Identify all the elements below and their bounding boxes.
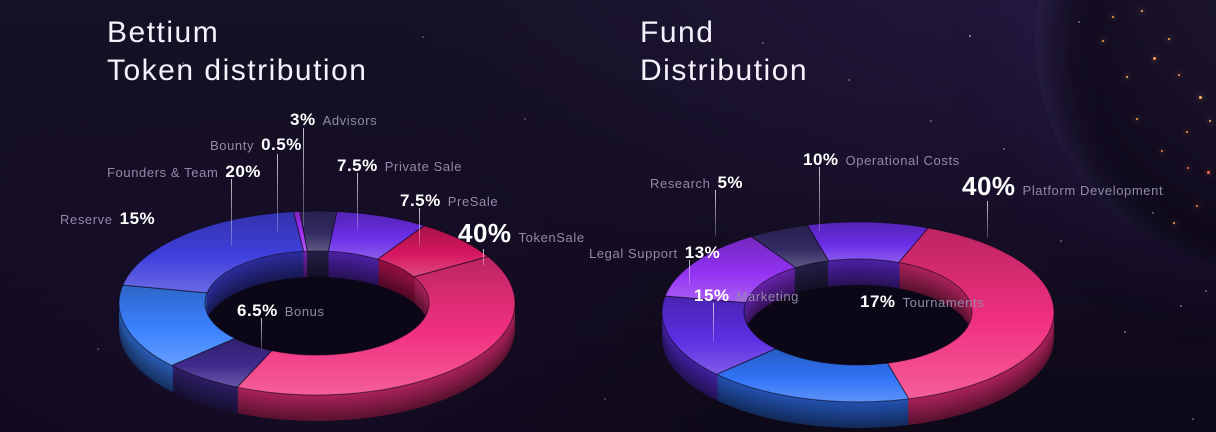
- city-light: [1178, 74, 1180, 76]
- city-light: [1209, 120, 1211, 122]
- slice-percent: 6.5%: [237, 301, 278, 320]
- slice-percent: 10%: [803, 150, 839, 169]
- slice-name: Private Sale: [384, 159, 463, 174]
- slice-founders-team: [122, 211, 305, 294]
- slice-percent: 15%: [694, 286, 730, 305]
- leader-line-advisors: [303, 128, 304, 226]
- slice-percent: 20%: [225, 162, 261, 181]
- city-light: [1207, 171, 1210, 174]
- slice-name: Bounty: [210, 138, 255, 153]
- slice-name: Platform Development: [1022, 183, 1164, 198]
- star: [930, 120, 932, 122]
- slice-name: Research: [650, 176, 711, 191]
- fund-distribution-title: Fund Distribution: [640, 14, 808, 90]
- city-light: [1196, 205, 1198, 207]
- slice-tokensale: [236, 256, 516, 396]
- label-research: Research 5%: [650, 173, 743, 193]
- slice-percent: 7.5%: [400, 191, 441, 210]
- slice-research: [750, 224, 830, 269]
- slice-name: Operational Costs: [845, 153, 960, 168]
- title-line-1: Bettium: [107, 16, 220, 49]
- label-platform-development: 40% Platform Development: [962, 171, 1163, 202]
- label-private-sale: 7.5% Private Sale: [337, 156, 462, 176]
- star: [1124, 331, 1126, 333]
- label-founders-team: Founders & Team 20%: [107, 162, 261, 182]
- slice-name: Bonus: [284, 304, 325, 319]
- label-legal-support: Legal Support 13%: [589, 243, 720, 263]
- label-marketing: 15% Marketing: [694, 286, 799, 306]
- label-tournaments: 17% Tournaments: [860, 292, 984, 312]
- slice-percent: 7.5%: [337, 156, 378, 175]
- leader-line-legal-support: [689, 260, 690, 284]
- slice-name: Tournaments: [902, 295, 985, 310]
- slice-percent: 17%: [860, 292, 896, 311]
- star: [848, 79, 850, 81]
- leader-line-marketing: [713, 303, 714, 342]
- slice-name: Legal Support: [589, 246, 678, 261]
- slice-percent: 5%: [717, 173, 744, 192]
- label-advisors: 3% Advisors: [290, 110, 377, 130]
- star: [182, 62, 184, 64]
- slice-name: Founders & Team: [107, 165, 219, 180]
- star: [524, 118, 526, 120]
- star: [1192, 418, 1194, 420]
- label-reserve: Reserve 15%: [60, 209, 155, 229]
- star: [1180, 305, 1182, 307]
- slice-name: TokenSale: [518, 230, 585, 245]
- city-light: [1153, 57, 1156, 60]
- leader-line-operational-costs: [819, 167, 820, 231]
- slice-name: Marketing: [736, 289, 800, 304]
- star: [1152, 212, 1154, 214]
- label-tokensale: 40% TokenSale: [458, 218, 585, 249]
- slice-percent: 40%: [458, 218, 512, 248]
- leader-line-tokensale: [483, 249, 484, 266]
- slice-bounty: [292, 210, 308, 252]
- leader-line-private-sale: [357, 173, 358, 230]
- star: [1205, 290, 1207, 292]
- city-light: [1136, 118, 1138, 120]
- city-light: [1126, 76, 1128, 78]
- star: [1003, 148, 1005, 150]
- leader-line-presale: [419, 208, 420, 246]
- slice-percent: 40%: [962, 171, 1016, 201]
- slice-name: PreSale: [447, 194, 499, 209]
- leader-line-bonus: [261, 318, 262, 350]
- token-distribution-title: Bettium Token distribution: [107, 14, 367, 90]
- slice-percent: 13%: [684, 243, 721, 262]
- leader-line-bounty: [277, 154, 278, 232]
- city-light: [1141, 10, 1143, 12]
- title-line-2: Distribution: [640, 54, 809, 87]
- label-operational-costs: 10% Operational Costs: [803, 150, 960, 170]
- title-line-2: Token distribution: [107, 54, 368, 87]
- label-presale: 7.5% PreSale: [400, 191, 498, 211]
- star: [969, 35, 971, 37]
- star: [1078, 21, 1080, 23]
- city-light: [1112, 16, 1114, 18]
- star: [422, 36, 424, 38]
- title-line-1: Fund: [640, 16, 715, 49]
- leader-line-research: [715, 190, 716, 236]
- city-light: [1102, 40, 1104, 42]
- slice-name: Reserve: [60, 212, 113, 227]
- star: [762, 42, 764, 44]
- city-light: [1199, 96, 1202, 99]
- label-bounty: Bounty 0.5%: [210, 135, 302, 155]
- city-light: [1173, 222, 1175, 224]
- slice-percent: 15%: [119, 209, 156, 228]
- leader-line-platform-development: [987, 201, 988, 238]
- city-light: [1168, 38, 1170, 40]
- slice-name: Advisors: [322, 113, 378, 128]
- label-bonus: 6.5% Bonus: [237, 301, 325, 321]
- leader-line-founders-team: [231, 179, 232, 246]
- slice-percent: 3%: [290, 110, 316, 129]
- city-light: [1186, 131, 1188, 133]
- slice-platform-development: [886, 227, 1055, 400]
- city-light: [1161, 150, 1163, 152]
- slice-percent: 0.5%: [261, 135, 302, 154]
- city-light: [1187, 167, 1189, 169]
